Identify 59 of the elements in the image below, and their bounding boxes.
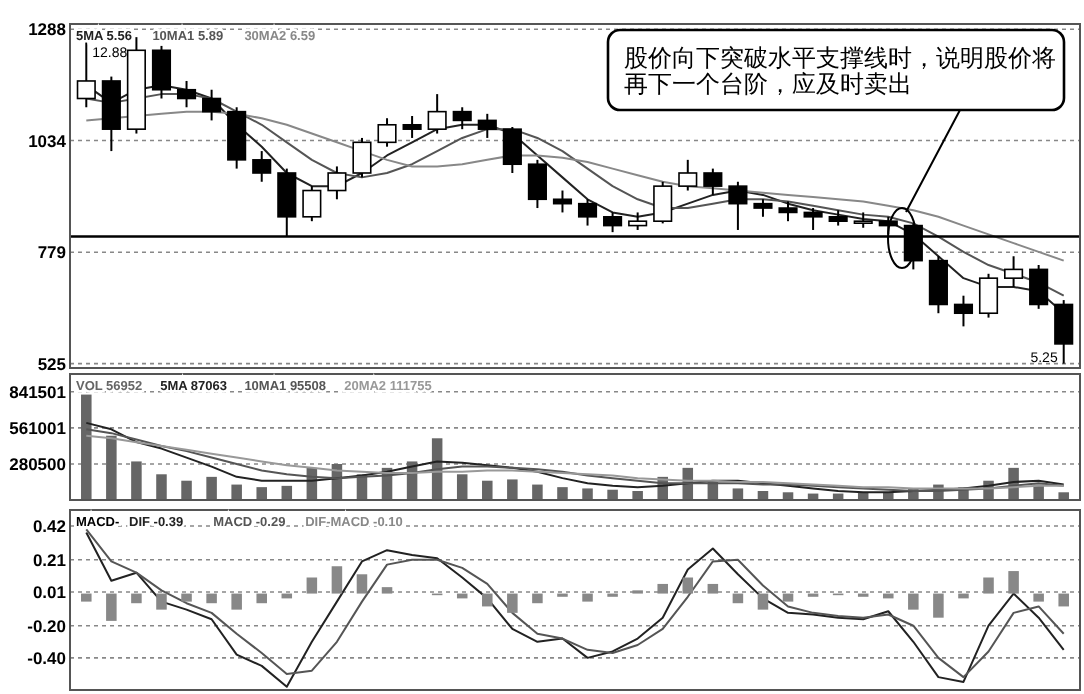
candlestick	[252, 150, 272, 183]
candlestick	[978, 272, 999, 319]
bar	[507, 479, 518, 500]
candlestick	[678, 158, 698, 192]
candlestick	[151, 44, 172, 100]
y-tick-label: 561001	[9, 417, 67, 438]
bar	[582, 488, 593, 500]
candlestick	[352, 136, 372, 179]
y-tick-label: -0.20	[27, 615, 67, 636]
candlestick	[452, 106, 472, 131]
candlestick	[1004, 255, 1024, 288]
y-tick-label: 1034	[28, 130, 67, 151]
candlestick	[778, 200, 798, 223]
y-tick-label: -0.40	[27, 647, 67, 668]
y-tick-label: 0.42	[32, 516, 67, 537]
candlestick	[703, 167, 723, 196]
y-tick-label: 1288	[28, 19, 67, 40]
bar	[557, 487, 568, 500]
y-tick-label: 779	[37, 242, 67, 263]
y-tick-label: 0.21	[32, 549, 67, 570]
candlestick	[302, 185, 322, 223]
candlestick	[176, 79, 197, 109]
y-tick-label: 841501	[9, 381, 67, 402]
candlestick	[552, 189, 573, 214]
bar	[106, 435, 117, 500]
candlestick	[477, 112, 497, 139]
bar	[231, 484, 242, 500]
candlestick	[502, 125, 522, 174]
bar	[81, 394, 92, 500]
candlestick	[577, 198, 598, 227]
candlestick	[327, 165, 347, 201]
candlestick	[377, 117, 397, 148]
candlestick	[953, 294, 974, 328]
bar	[456, 474, 468, 500]
candlestick	[803, 207, 823, 231]
y-tick-label: 0.01	[32, 581, 67, 602]
bar	[131, 461, 142, 500]
candlestick	[928, 255, 948, 315]
bar	[607, 489, 618, 500]
candlestick	[1054, 299, 1074, 365]
annotation: 股价向下突破水平支撑线时，说明股价将再下一个台阶，应及时卖出	[624, 44, 1056, 98]
candlestick	[402, 115, 422, 139]
candlestick	[427, 93, 447, 135]
bar	[632, 491, 643, 500]
y-tick-label: 280500	[9, 453, 67, 474]
bar	[181, 480, 192, 500]
candlestick	[728, 180, 748, 231]
bar	[1058, 492, 1069, 500]
candlestick	[653, 180, 673, 225]
candlestick	[527, 158, 547, 210]
bar	[156, 474, 167, 500]
candlestick	[202, 88, 222, 122]
bar	[532, 484, 543, 500]
bar	[482, 480, 493, 500]
candlestick	[1029, 264, 1049, 310]
bar	[256, 487, 267, 500]
bar	[732, 488, 744, 500]
y-tick-label: 525	[37, 353, 67, 374]
bar	[206, 476, 217, 500]
